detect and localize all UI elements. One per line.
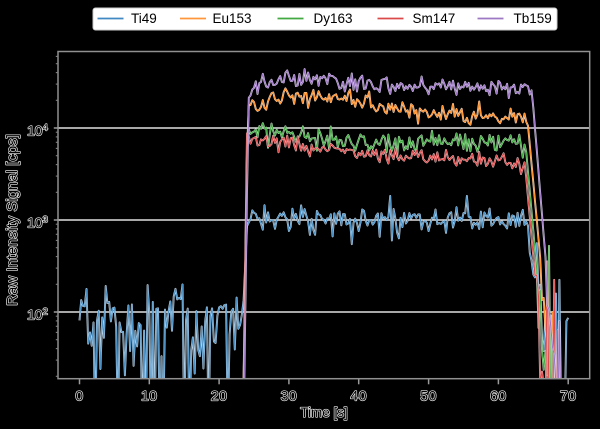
svg-text:Dy163: Dy163	[314, 11, 353, 26]
svg-text:Time [s]: Time [s]	[300, 405, 348, 420]
svg-text:40: 40	[350, 388, 367, 404]
svg-text:Tb159: Tb159	[514, 11, 552, 26]
svg-text:0: 0	[75, 388, 83, 404]
svg-text:Ti49: Ti49	[131, 11, 157, 26]
svg-text:10: 10	[141, 388, 158, 404]
svg-text:50: 50	[420, 388, 437, 404]
svg-text:30: 30	[281, 388, 298, 404]
svg-text:Eu153: Eu153	[213, 11, 252, 26]
svg-text:70: 70	[560, 388, 577, 404]
svg-text:Raw Intensity Signal [cps]: Raw Intensity Signal [cps]	[4, 134, 21, 306]
svg-text:Sm147: Sm147	[413, 11, 456, 26]
svg-text:60: 60	[490, 388, 507, 404]
svg-text:20: 20	[211, 388, 228, 404]
